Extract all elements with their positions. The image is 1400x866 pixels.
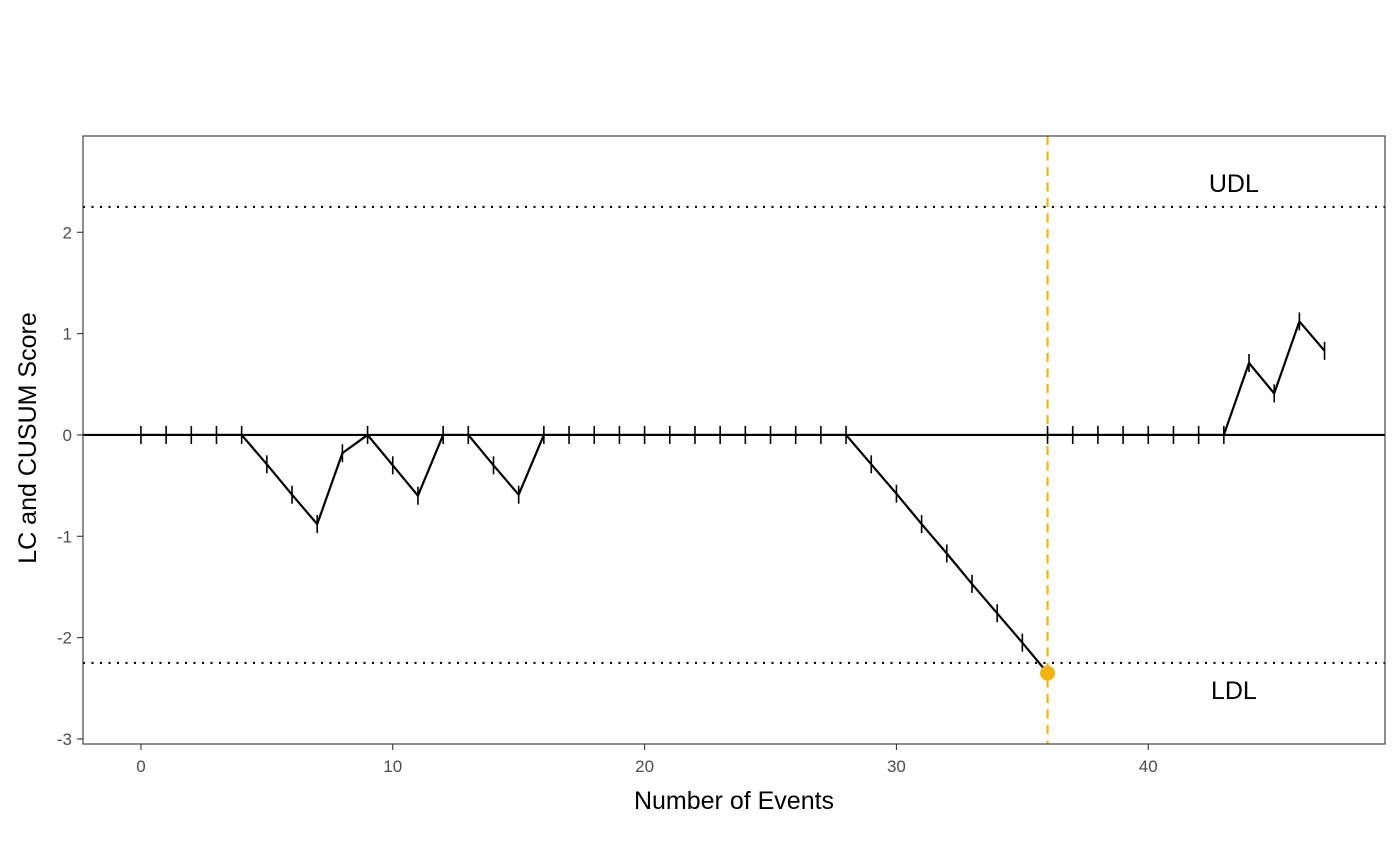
y-tick-label: 0	[63, 426, 72, 445]
y-tick-label: -1	[57, 527, 72, 546]
y-tick-label: 2	[63, 223, 72, 242]
udl-label: UDL	[1209, 170, 1259, 198]
x-tick-label: 30	[887, 757, 906, 776]
y-tick-label: 1	[63, 325, 72, 344]
y-axis-title: LC and CUSUM Score	[14, 312, 42, 563]
x-tick-label: 0	[136, 757, 145, 776]
axes: 0 10 20 30 40 -3 -2 -1 0 1 2	[57, 223, 1158, 776]
reference-labels: UDL LDL	[1209, 170, 1259, 705]
ldl-label: LDL	[1211, 677, 1257, 705]
signal-point	[1040, 665, 1056, 681]
x-tick-label: 20	[635, 757, 654, 776]
panel-border	[82, 135, 1386, 745]
x-tick-label: 10	[383, 757, 402, 776]
x-tick-label: 40	[1139, 757, 1158, 776]
plot-content	[83, 136, 1385, 744]
y-tick-label: -2	[57, 629, 72, 648]
x-axis-title: Number of Events	[634, 787, 834, 815]
series-line-2	[1047, 320, 1326, 437]
y-tick-label: -3	[57, 730, 72, 749]
